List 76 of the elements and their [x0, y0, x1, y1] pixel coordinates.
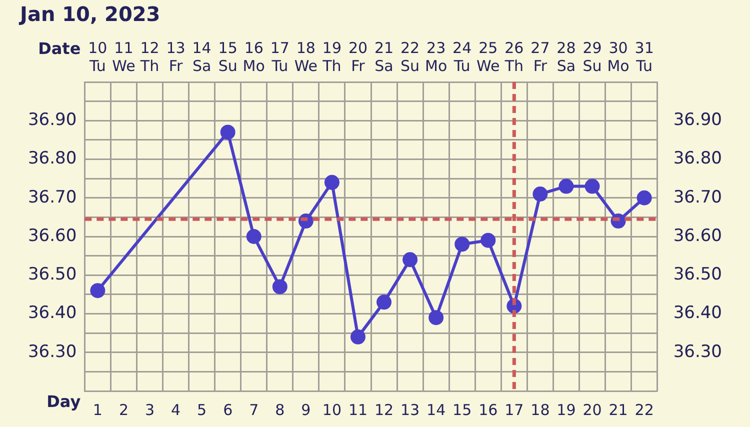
x-tick-label: 21 Sa [374, 38, 394, 75]
x2-tick-label: 21 [608, 400, 628, 419]
x-tick-label: 20 Fr [348, 38, 368, 75]
chart-title: Jan 10, 2023 [18, 2, 160, 26]
x2-tick-label: 18 [530, 400, 550, 419]
x2-tick-label: 9 [301, 400, 311, 419]
y2-tick-label: 36.60 [673, 226, 722, 246]
point [90, 283, 106, 298]
point [402, 252, 418, 268]
x-tick-label: 10 Tu [88, 38, 108, 75]
x-tick-label: 25 We [476, 38, 500, 75]
x2-tick-label: 10 [322, 400, 342, 419]
point [324, 174, 340, 190]
point [558, 178, 574, 194]
x2-tick-label: 3 [144, 400, 155, 419]
x-tick-label: 28 Sa [556, 38, 576, 75]
x-tick-label: 29 Su [582, 38, 602, 75]
point [636, 190, 652, 206]
point [220, 124, 236, 140]
x-tick-label: 31 Tu [634, 38, 654, 75]
x-tick-label: 11 We [112, 38, 136, 75]
point [350, 329, 366, 344]
x-tick-label: 30 Mo [607, 38, 630, 75]
point [584, 178, 600, 194]
point [480, 232, 496, 248]
y2-tick-label: 36.70 [673, 187, 722, 208]
x2-tick-label: 15 [452, 400, 472, 419]
x-tick-label: 12 Th [139, 38, 160, 75]
y-tick-label: 36.30 [28, 342, 77, 362]
x-tick-label: 22 Su [400, 38, 420, 75]
point [376, 294, 392, 310]
y2-tick-label: 36.40 [673, 303, 722, 324]
x2-tick-label: 1 [92, 400, 102, 419]
x-tick-label: 17 Tu [270, 38, 290, 75]
x2-tick-label: 16 [478, 400, 498, 419]
point [272, 279, 288, 294]
x2-tick-label: 5 [197, 400, 207, 419]
x-tick-label: 18 We [294, 38, 318, 75]
x-axis-title: Date [38, 39, 81, 58]
y-tick-label: 36.70 [28, 187, 77, 208]
point [532, 186, 548, 202]
x2-tick-label: 22 [634, 400, 654, 419]
x2-tick-label: 2 [118, 400, 128, 419]
point [454, 236, 470, 252]
y-tick-label: 36.60 [28, 226, 77, 246]
point [246, 229, 262, 244]
y2-tick-label: 36.90 [673, 110, 722, 130]
y-tick-label: 36.90 [28, 110, 77, 130]
x-tick-label: 15 Su [218, 38, 238, 75]
x2-tick-label: 8 [275, 400, 285, 419]
x2-tick-label: 7 [249, 400, 259, 419]
x-tick-label: 19 Th [322, 38, 342, 75]
x2-tick-label: 14 [426, 400, 446, 419]
x2-axis-title: Day [46, 392, 82, 412]
y2-tick-label: 36.50 [673, 264, 722, 285]
x2-tick-label: 11 [348, 400, 368, 419]
x2-tick-label: 20 [582, 400, 602, 419]
x-tick-label: 26 Th [504, 38, 524, 75]
y-tick-label: 36.40 [28, 303, 77, 324]
point [428, 310, 444, 326]
x2-tick-label: 12 [374, 400, 394, 419]
x-tick-label: 27 Fr [530, 38, 550, 75]
y-tick-label: 36.80 [28, 148, 77, 169]
x2-tick-label: 6 [223, 400, 233, 419]
y2-tick-label: 36.80 [673, 148, 722, 169]
x-tick-label: 14 Sa [192, 38, 212, 75]
x-tick-label: 24 Tu [452, 38, 472, 75]
y-tick-label: 36.50 [28, 264, 77, 285]
x2-tick-label: 13 [400, 400, 420, 419]
y2-tick-label: 36.30 [673, 342, 722, 362]
x-tick-label: 23 Mo [425, 38, 448, 75]
x-tick-label: 16 Mo [242, 38, 265, 75]
x2-tick-label: 19 [556, 400, 576, 419]
x2-tick-label: 4 [171, 400, 181, 419]
x-tick-label: 13 Fr [166, 38, 186, 75]
x2-tick-label: 17 [504, 400, 524, 419]
